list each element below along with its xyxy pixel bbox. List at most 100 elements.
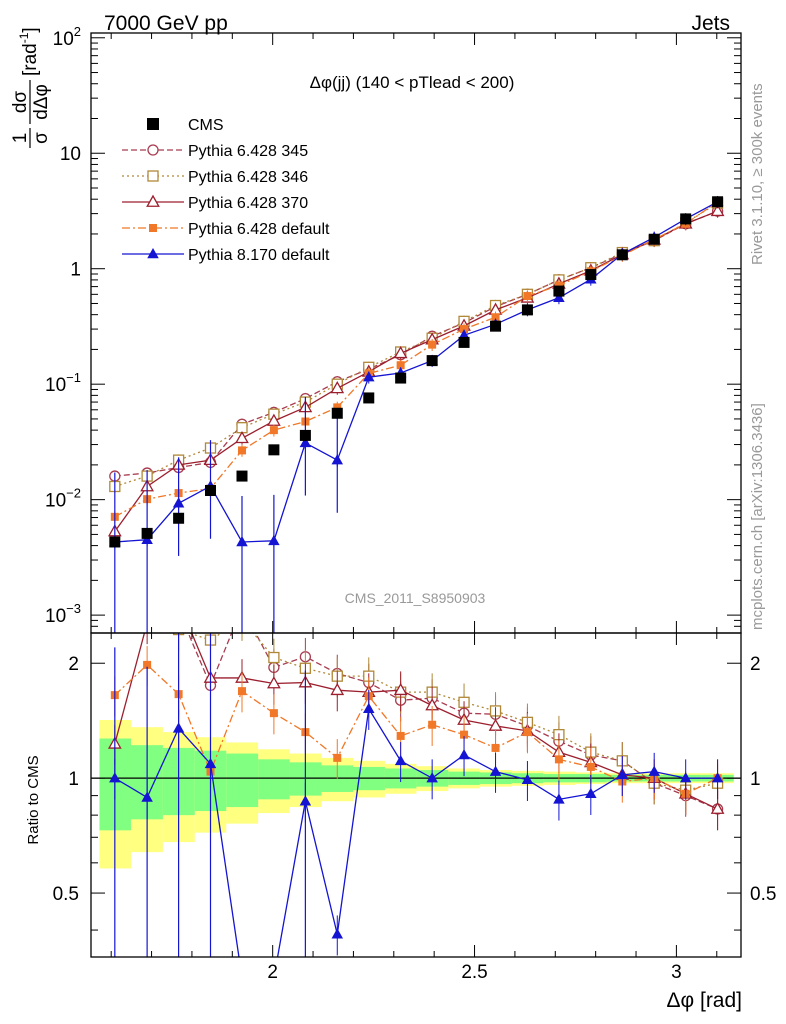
marker-square bbox=[333, 753, 342, 762]
marker-square bbox=[460, 325, 469, 334]
marker-square-open bbox=[268, 651, 280, 664]
marker-square bbox=[586, 762, 595, 771]
tick-base: 10 bbox=[45, 491, 66, 512]
energy-label: 7000 GeV pp bbox=[104, 12, 228, 35]
tick-base: 10 bbox=[45, 375, 66, 396]
marker-triangle bbox=[711, 772, 724, 783]
tick-exp: 2 bbox=[74, 24, 81, 39]
tick-exp: −3 bbox=[66, 601, 81, 616]
ylabel-unit-exp: -1 bbox=[17, 32, 31, 43]
marker-square bbox=[554, 281, 563, 290]
main-plot bbox=[107, 195, 725, 633]
marker-square bbox=[143, 660, 152, 669]
rivet-label: Rivet 3.1.10, ≥ 300k events bbox=[749, 83, 766, 265]
marker-triangle-open bbox=[330, 682, 345, 696]
marker-triangle-open bbox=[235, 430, 249, 444]
ylabel-den: σ bbox=[31, 132, 52, 144]
ratio-y-tick-label-right: 1 bbox=[750, 769, 761, 790]
band-inner-bin bbox=[226, 753, 259, 808]
ratio-y-tick-label-left: 0.5 bbox=[53, 884, 79, 905]
marker-square bbox=[269, 426, 278, 435]
marker-square bbox=[428, 340, 437, 349]
marker-square bbox=[491, 313, 500, 322]
main-y-tick-label: 10 bbox=[60, 144, 81, 165]
marker-circle bbox=[147, 144, 159, 156]
marker-triangle-open bbox=[710, 203, 725, 217]
marker-square bbox=[460, 730, 469, 739]
ratio-frame bbox=[90, 632, 742, 958]
main-y-axis-label: 1 σ dσ dΔφ [rad-1] bbox=[10, 27, 52, 148]
cms-data-point bbox=[521, 304, 533, 316]
marker-square bbox=[428, 720, 437, 729]
analysis-label: CMS_2011_S8950903 bbox=[345, 590, 486, 606]
marker-square bbox=[554, 755, 563, 764]
marker-triangle bbox=[553, 793, 565, 804]
marker-square bbox=[333, 403, 342, 412]
legend-label: Pythia 8.170 default bbox=[188, 247, 330, 264]
ylabel-unit-close: ] bbox=[20, 27, 41, 32]
series-line bbox=[114, 706, 718, 957]
x-axis-label: Δφ [rad] bbox=[667, 989, 743, 1012]
cms-data-point bbox=[426, 355, 438, 367]
tick-exp: −1 bbox=[66, 370, 81, 385]
marker-triangle bbox=[553, 291, 565, 303]
legend: CMS Pythia 6.428 345 Pythia 6.428 346 Pythi… bbox=[122, 117, 330, 264]
legend-label: Pythia 6.428 default bbox=[188, 221, 330, 238]
series-line bbox=[114, 633, 718, 810]
ratio-y-tick-label-right: 2 bbox=[750, 654, 761, 675]
cms-data-point bbox=[648, 233, 660, 245]
marker-triangle bbox=[679, 772, 692, 783]
cms-data-point bbox=[299, 429, 311, 441]
marker-triangle bbox=[616, 768, 629, 780]
cms-data-point bbox=[712, 196, 724, 208]
cms-data-point bbox=[553, 285, 565, 297]
marker-triangle-open bbox=[393, 346, 408, 359]
marker-square bbox=[396, 731, 405, 740]
cms-data-point bbox=[458, 336, 470, 348]
marker-triangle bbox=[585, 787, 597, 799]
cms-data-point bbox=[109, 536, 121, 548]
ylabel-dnum: dσ bbox=[10, 91, 31, 114]
marker-triangle bbox=[363, 371, 375, 382]
cms-data-point bbox=[236, 470, 248, 482]
cms-data-point bbox=[616, 249, 628, 261]
marker-triangle-open bbox=[146, 194, 160, 207]
marker-triangle bbox=[331, 928, 344, 939]
cms-data-point bbox=[585, 269, 597, 281]
ratio-plot bbox=[91, 633, 741, 957]
marker-square-open bbox=[147, 170, 159, 182]
x-tick-label: 2.5 bbox=[461, 962, 487, 983]
cms-data-point bbox=[331, 407, 343, 419]
marker-square bbox=[237, 446, 246, 455]
marker-triangle bbox=[521, 773, 534, 785]
ylabel-num: 1 bbox=[10, 133, 31, 144]
legend-label: Pythia 6.428 370 bbox=[188, 195, 308, 212]
tick-exp: −2 bbox=[66, 486, 81, 501]
x-tick-label: 2 bbox=[267, 962, 278, 983]
marker-triangle bbox=[489, 765, 502, 776]
marker-triangle bbox=[147, 248, 159, 259]
main-y-tick-label: 1 bbox=[70, 260, 81, 281]
marker-square bbox=[149, 224, 157, 232]
marker-triangle-open bbox=[710, 801, 725, 814]
ylabel-dden: dΔφ bbox=[31, 84, 52, 120]
plot-title: Δφ(jj) (140 < pTlead < 200) bbox=[310, 73, 515, 92]
ratio-y-tick-label-right: 0.5 bbox=[750, 884, 776, 905]
legend-label: Pythia 6.428 346 bbox=[188, 169, 308, 186]
tick-base: 10 bbox=[60, 144, 81, 165]
ratio-y-tick-label-left: 2 bbox=[68, 654, 79, 675]
marker-triangle-open bbox=[267, 676, 281, 689]
tick-base: 1 bbox=[70, 260, 81, 281]
main-y-tick-label: 10−1 bbox=[45, 370, 81, 396]
marker-square bbox=[396, 361, 405, 370]
marker-triangle bbox=[648, 765, 660, 776]
cms-data-point bbox=[395, 372, 407, 384]
marker-triangle bbox=[458, 748, 470, 760]
cms-data-point bbox=[363, 392, 375, 404]
series-line bbox=[187, 633, 718, 810]
tick-base: 10 bbox=[45, 606, 66, 627]
cms-data-point bbox=[141, 527, 153, 539]
marker-triangle-open bbox=[393, 682, 408, 696]
